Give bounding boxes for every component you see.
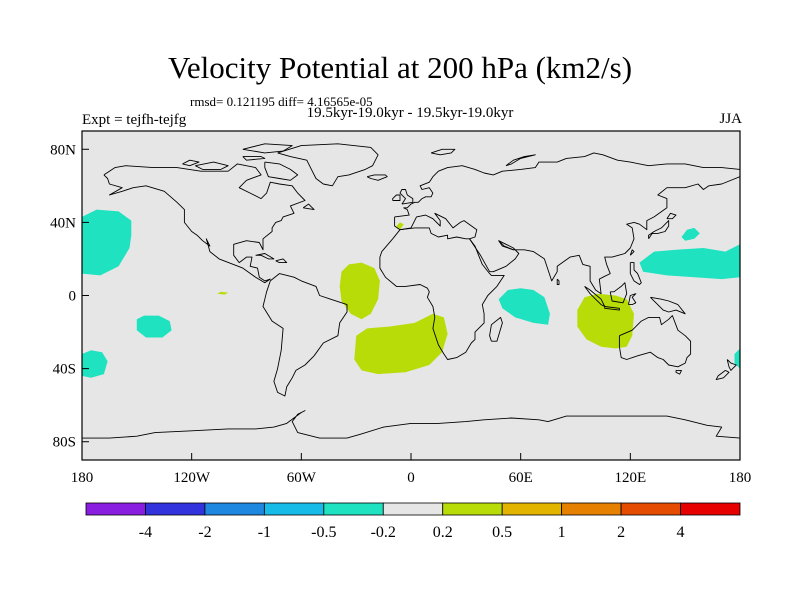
coastline-south-america xyxy=(262,273,348,397)
colorbar-box xyxy=(382,502,444,516)
coastline-new-zealand-south xyxy=(715,370,730,381)
period-subtitle: 19.5kyr-19.0kyr - 19.5kyr-19.0kyr xyxy=(306,105,514,121)
x-tick-label: 180 xyxy=(729,470,752,486)
coastline-hispaniola xyxy=(275,258,288,264)
coastline-japan xyxy=(648,220,670,240)
colorbar-label: 2 xyxy=(617,524,625,541)
coastline-eurasia xyxy=(394,152,740,295)
coastline-novaya-zemlya xyxy=(505,154,536,167)
x-tick-label: 120W xyxy=(173,470,211,486)
y-tick-label: 0 xyxy=(69,289,77,305)
coastline-devon-island xyxy=(242,156,266,161)
rmsd-diff-stats: rmsd= 0.121195 diff= 4.16565e-05 xyxy=(190,94,373,109)
x-tick-label: 0 xyxy=(407,470,415,486)
coastline-taiwan xyxy=(629,249,635,256)
y-tick-label: 80S xyxy=(53,435,76,451)
colorbar-box xyxy=(204,502,265,516)
coastline-java xyxy=(604,306,620,311)
y-axis: 80N 40N 0 40S 80S xyxy=(50,142,89,451)
coastlines xyxy=(82,143,740,439)
coastline-svalbard xyxy=(430,148,456,156)
season-label: JJA xyxy=(719,111,742,127)
x-tick-label: 60W xyxy=(287,470,317,486)
coastline-greenland xyxy=(277,143,379,187)
anomaly-region-west-africa-positive xyxy=(339,262,380,320)
colorbar-label: -4 xyxy=(139,524,152,541)
coastline-sulawesi xyxy=(628,293,637,306)
y-tick-label: 40S xyxy=(53,362,76,378)
anomaly-region-north-pacific-negative xyxy=(82,209,132,276)
coastline-victoria-island xyxy=(195,161,229,170)
coastline-hokkaido xyxy=(666,212,677,220)
anomaly-region-southwest-pacific-negative xyxy=(82,350,108,378)
colorbar-label: 4 xyxy=(677,524,685,541)
colorbar-label: 0.5 xyxy=(492,524,512,541)
coastline-borneo xyxy=(609,282,628,304)
anomaly-region-south-central-pacific-negative xyxy=(136,315,172,338)
y-tick-label: 80N xyxy=(50,142,76,158)
colorbar-label: 1 xyxy=(558,524,566,541)
anomaly-region-western-pacific-negative xyxy=(639,244,740,280)
coastline-sri-lanka xyxy=(556,278,560,285)
coastline-arabia-gulf-interior xyxy=(498,240,514,251)
colorbar-box xyxy=(323,502,384,516)
colorbar-box xyxy=(145,502,206,516)
chart-title: Velocity Potential at 200 hPa (km2/s) xyxy=(167,50,633,85)
coastline-tasmania xyxy=(675,369,682,375)
coastline-new-guinea xyxy=(650,296,686,315)
colorbar-box xyxy=(620,502,681,516)
colorbar-box xyxy=(501,502,563,516)
coastline-australia xyxy=(618,315,692,368)
coastline-new-zealand-north xyxy=(726,359,737,371)
coastline-cuba xyxy=(255,253,275,260)
anomaly-region-east-africa-indian-ocean-negative xyxy=(498,288,550,325)
coastline-ireland xyxy=(392,194,401,201)
colorbar-label: -2 xyxy=(198,524,211,541)
x-tick-label: 60E xyxy=(509,470,533,486)
coastline-africa xyxy=(379,227,505,360)
anomaly-region-indonesia-positive xyxy=(577,293,634,349)
coastline-ellesmere-island xyxy=(242,143,293,154)
coastline-north-america xyxy=(103,163,306,284)
colorbar-box xyxy=(561,502,622,516)
coastline-newfoundland xyxy=(302,203,315,211)
x-axis: 180 120W 60W 0 60E 120E 180 xyxy=(71,453,752,486)
map-background xyxy=(82,131,740,460)
anomaly-regions xyxy=(82,209,740,378)
anomaly-region-north-pacific-small-negative xyxy=(681,227,700,241)
anomaly-region-south-atlantic-positive xyxy=(354,313,448,375)
colorbar-box xyxy=(442,502,503,516)
colorbar-label: -1 xyxy=(258,524,271,541)
colorbar-box xyxy=(85,502,146,516)
coastline-sumatra xyxy=(584,286,606,307)
colorbar: -4 -2 -1 -0.5 -0.2 0.2 0.5 1 2 4 xyxy=(85,502,741,541)
experiment-label: Expt = tejfh-tejfg xyxy=(82,112,187,128)
colorbar-label: 0.2 xyxy=(433,524,453,541)
colorbar-box xyxy=(680,502,741,516)
x-tick-label: 120E xyxy=(614,470,646,486)
anomaly-region-equatorial-pacific-small-positive xyxy=(217,291,229,295)
x-tick-label: 180 xyxy=(71,470,94,486)
colorbar-label: -0.2 xyxy=(371,524,396,541)
colorbar-box xyxy=(263,502,325,516)
coastline-banks-island xyxy=(182,159,200,167)
y-tick-label: 40N xyxy=(50,215,76,231)
coastline-iceland xyxy=(366,174,388,181)
coastline-baffin-island xyxy=(264,161,299,181)
coastline-antarctica xyxy=(82,410,740,439)
coastline-philippines xyxy=(629,262,642,285)
anomaly-region-iberia-small-positive xyxy=(396,222,404,230)
anomaly-region-fiji-small-negative xyxy=(734,348,740,369)
colorbar-label: -0.5 xyxy=(311,524,336,541)
coastline-madagascar xyxy=(489,316,503,342)
coastline-great-britain xyxy=(399,189,414,205)
